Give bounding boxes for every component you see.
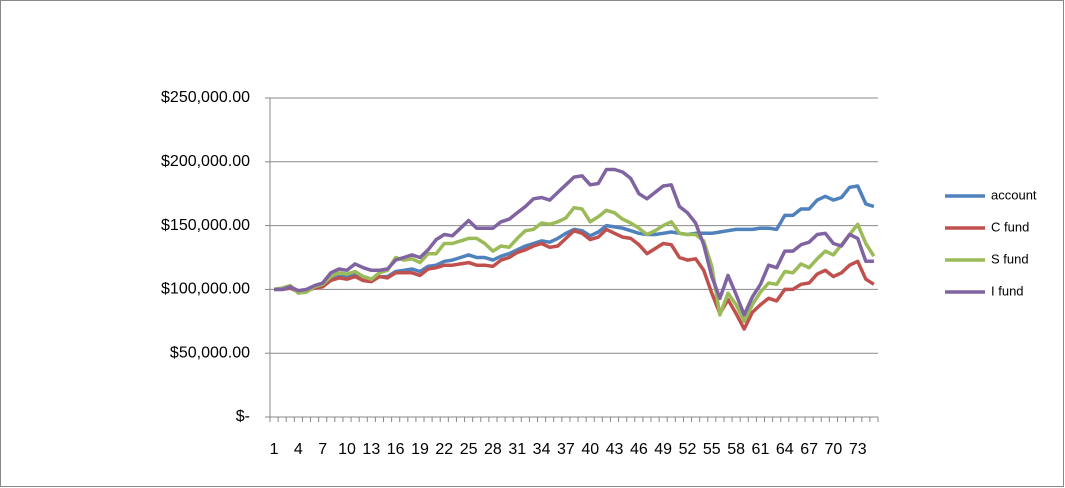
x-tick-label: 10 [338, 441, 356, 458]
series-line [273, 205, 876, 324]
x-tick-label: 22 [435, 441, 453, 458]
series-line [274, 167, 874, 317]
x-tick-label: 58 [727, 441, 745, 458]
y-tick-label: $200,000.00 [161, 153, 250, 170]
x-tick-label: 25 [460, 441, 478, 458]
y-tick-label: $100,000.00 [161, 281, 250, 298]
series-line [274, 227, 875, 331]
y-tick-label: $250,000.00 [161, 89, 250, 106]
x-tick-label: 43 [606, 441, 624, 458]
x-tick-label: 55 [703, 441, 721, 458]
x-tick-label: 40 [581, 441, 599, 458]
x-tick-label: 34 [533, 441, 551, 458]
legend-label: S fund [991, 251, 1029, 266]
x-tick-label: 1 [270, 441, 279, 458]
x-tick-label: 49 [654, 441, 672, 458]
x-tick-label: 4 [294, 441, 303, 458]
x-tick-label: 52 [679, 441, 697, 458]
legend-label: C fund [991, 219, 1029, 234]
x-tick-label: 70 [825, 441, 843, 458]
y-tick-label: $- [236, 408, 250, 425]
y-tick-label: $150,000.00 [161, 217, 250, 234]
legend-label: I fund [991, 283, 1024, 298]
x-tick-label: 7 [318, 441, 327, 458]
x-tick-label: 13 [362, 441, 380, 458]
legend-label: account [991, 187, 1037, 202]
x-tick-label: 19 [411, 441, 429, 458]
x-tick-label: 28 [484, 441, 502, 458]
x-tick-label: 64 [776, 441, 794, 458]
x-tick-label: 61 [752, 441, 770, 458]
x-tick-label: 73 [849, 441, 867, 458]
x-tick-label: 31 [508, 441, 526, 458]
y-tick-label: $50,000.00 [170, 344, 250, 361]
x-tick-label: 67 [800, 441, 818, 458]
x-tick-label: 16 [387, 441, 405, 458]
x-tick-label: 37 [557, 441, 575, 458]
x-tick-label: 46 [630, 441, 648, 458]
